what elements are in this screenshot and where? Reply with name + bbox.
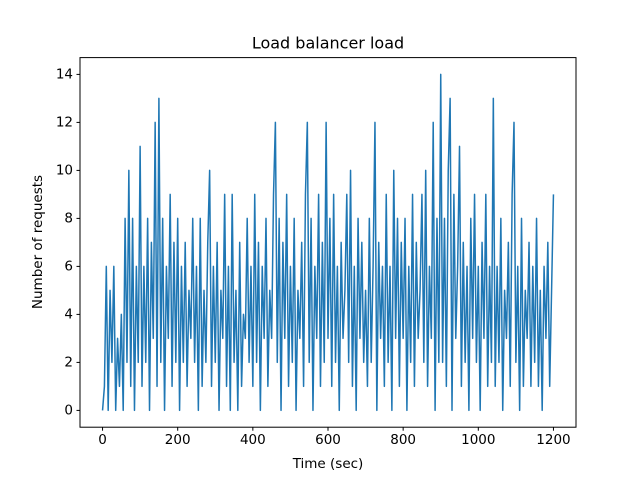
y-tick-label: 14 xyxy=(56,66,73,82)
data-line xyxy=(101,73,555,412)
y-tick-label: 0 xyxy=(64,402,73,418)
x-tick-label: 600 xyxy=(315,432,341,448)
x-tick-label: 800 xyxy=(390,432,416,448)
y-tick-label: 12 xyxy=(56,114,73,130)
x-tick-label: 400 xyxy=(240,432,266,448)
y-tick-label: 10 xyxy=(56,162,73,178)
y-tick-label: 6 xyxy=(64,258,73,274)
x-tick-label: 1200 xyxy=(536,432,570,448)
y-tick-label: 8 xyxy=(64,210,73,226)
y-tick-label: 2 xyxy=(64,354,73,370)
y-tick-label: 4 xyxy=(64,306,73,322)
chart-title: Load balancer load xyxy=(252,34,404,53)
y-axis-label: Number of requests xyxy=(30,175,46,309)
x-tick-label: 0 xyxy=(98,432,107,448)
x-tick-label: 200 xyxy=(165,432,191,448)
x-axis-label: Time (sec) xyxy=(292,456,364,472)
x-tick-label: 1000 xyxy=(461,432,495,448)
